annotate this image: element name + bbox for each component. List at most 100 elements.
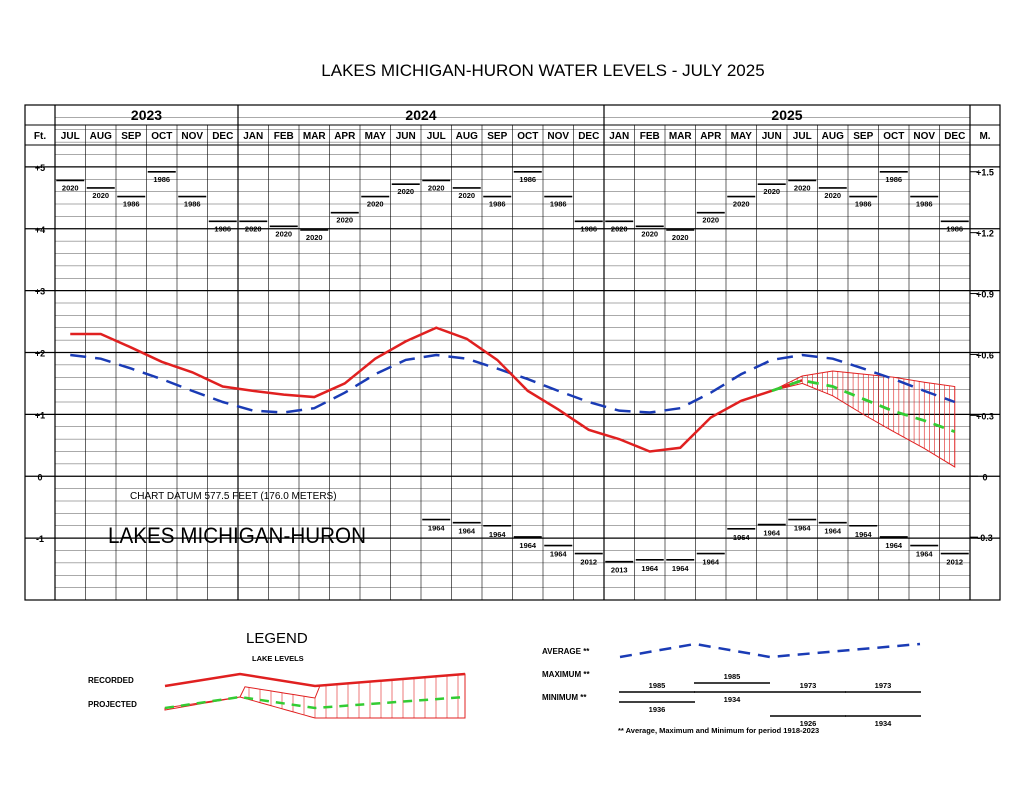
month-label: APR	[700, 131, 722, 142]
min-record-year: 2012	[946, 558, 963, 567]
month-label: DEC	[212, 131, 233, 142]
legend-average-line	[619, 642, 921, 659]
month-label: AUG	[90, 131, 112, 142]
max-record-year: 2020	[428, 183, 445, 192]
legend-maximum-label: MAXIMUM **	[542, 670, 590, 679]
meter-tick-label: +1.2	[976, 229, 994, 239]
min-record-year: 1964	[519, 541, 537, 550]
min-record-year: 1964	[885, 541, 903, 550]
max-record-year: 2020	[367, 200, 384, 209]
min-record-year: 1964	[672, 564, 690, 573]
max-record-year: 2020	[794, 183, 811, 192]
month-label: JUN	[396, 131, 416, 142]
chart-datum-label: CHART DATUM 577.5 FEET (176.0 METERS)	[130, 491, 337, 502]
year-label: 2024	[405, 107, 436, 123]
month-label: NOV	[913, 131, 935, 142]
max-record-year: 2020	[702, 216, 719, 225]
meter-tick-label: +0.6	[976, 350, 994, 360]
month-label: OCT	[151, 131, 172, 142]
min-record-year: 1964	[855, 530, 873, 539]
average-series-line	[70, 353, 956, 414]
legend-projected-label: PROJECTED	[88, 700, 137, 709]
month-label: DEC	[944, 131, 965, 142]
max-record-year: 2020	[306, 233, 323, 242]
month-label: MAR	[303, 131, 327, 142]
legend-min-year: 1926	[800, 719, 817, 728]
left-unit-label: Ft.	[34, 131, 46, 142]
month-label: FEB	[274, 131, 294, 142]
min-record-year: 1964	[428, 524, 446, 533]
legend-minimum-label: MINIMUM **	[542, 693, 587, 702]
max-record-year: 2020	[824, 191, 841, 200]
min-record-year: 1964	[733, 533, 751, 542]
max-record-year: 2020	[397, 187, 414, 196]
feet-tick-label: +3	[35, 287, 45, 297]
min-record-year: 1964	[702, 558, 720, 567]
chart-series	[70, 326, 956, 468]
month-label: FEB	[640, 131, 660, 142]
month-label: JAN	[243, 131, 263, 142]
legend-record-examples: 1985 1985 1973 1973 1936 1934 1926 1934	[619, 672, 921, 728]
month-label: SEP	[487, 131, 507, 142]
month-label: SEP	[121, 131, 141, 142]
min-record-year: 1964	[489, 530, 507, 539]
month-label: APR	[334, 131, 356, 142]
min-record-year: 1964	[824, 527, 842, 536]
meter-tick-label: +0.9	[976, 290, 994, 300]
max-record-year: 2020	[62, 183, 79, 192]
max-record-year: 1986	[855, 200, 872, 209]
feet-tick-label: +2	[35, 349, 45, 359]
max-record-year: 2020	[92, 191, 109, 200]
legend-max-year: 1973	[800, 681, 817, 690]
chart-title: LAKES MICHIGAN-HURON WATER LEVELS - JULY…	[321, 61, 764, 80]
projected-series-line	[771, 378, 956, 434]
min-record-year: 1964	[763, 529, 781, 538]
month-label: JUL	[793, 131, 812, 142]
max-record-year: 1986	[123, 200, 140, 209]
month-label: JUL	[427, 131, 446, 142]
legend-min-year: 1934	[875, 719, 893, 728]
max-record-year: 2020	[245, 224, 262, 233]
max-record-year: 2020	[641, 229, 658, 238]
meter-tick-label: +0.3	[976, 411, 994, 421]
meter-tick-label: -0.3	[977, 533, 993, 543]
legend: LEGEND LAKE LEVELS RECORDED PROJECTED AV…	[88, 630, 921, 735]
legend-footnote: ** Average, Maximum and Minimum for peri…	[618, 726, 819, 735]
max-record-year: 1986	[916, 200, 933, 209]
legend-max-year: 1973	[875, 681, 892, 690]
max-record-year: 2020	[458, 191, 475, 200]
month-label: NOV	[181, 131, 203, 142]
meter-tick-label: 0	[982, 472, 987, 482]
record-markers: 2020 2020 1986 1986 1986 1986 2020 2020 2020 2020…	[56, 171, 969, 575]
max-record-year: 1986	[184, 200, 201, 209]
max-record-year: 1986	[580, 224, 597, 233]
legend-min-year: 1936	[649, 705, 666, 714]
recorded-series-line	[70, 326, 803, 453]
min-record-year: 1964	[641, 564, 659, 573]
month-label: MAY	[731, 131, 753, 142]
legend-min-year: 1934	[724, 695, 742, 704]
legend-recorded-label: RECORDED	[88, 676, 134, 685]
max-record-year: 2020	[733, 200, 750, 209]
month-label: SEP	[853, 131, 873, 142]
max-record-year: 2020	[672, 233, 689, 242]
feet-tick-label: +4	[35, 225, 45, 235]
year-label: 2023	[131, 107, 162, 123]
max-record-year: 2020	[275, 229, 292, 238]
month-label: OCT	[883, 131, 904, 142]
feet-tick-label: -1	[36, 534, 44, 544]
month-label: MAR	[669, 131, 693, 142]
month-label: AUG	[822, 131, 844, 142]
month-label: MAY	[365, 131, 387, 142]
feet-tick-label: +5	[35, 163, 45, 173]
legend-subtitle: LAKE LEVELS	[252, 654, 304, 663]
max-record-year: 1986	[885, 175, 902, 184]
month-label: JAN	[609, 131, 629, 142]
min-record-year: 1964	[550, 550, 568, 559]
max-record-year: 1986	[946, 224, 963, 233]
max-record-year: 1986	[214, 224, 231, 233]
min-record-year: 1964	[458, 527, 476, 536]
legend-projected-hatch	[164, 673, 466, 719]
max-record-year: 1986	[489, 200, 506, 209]
